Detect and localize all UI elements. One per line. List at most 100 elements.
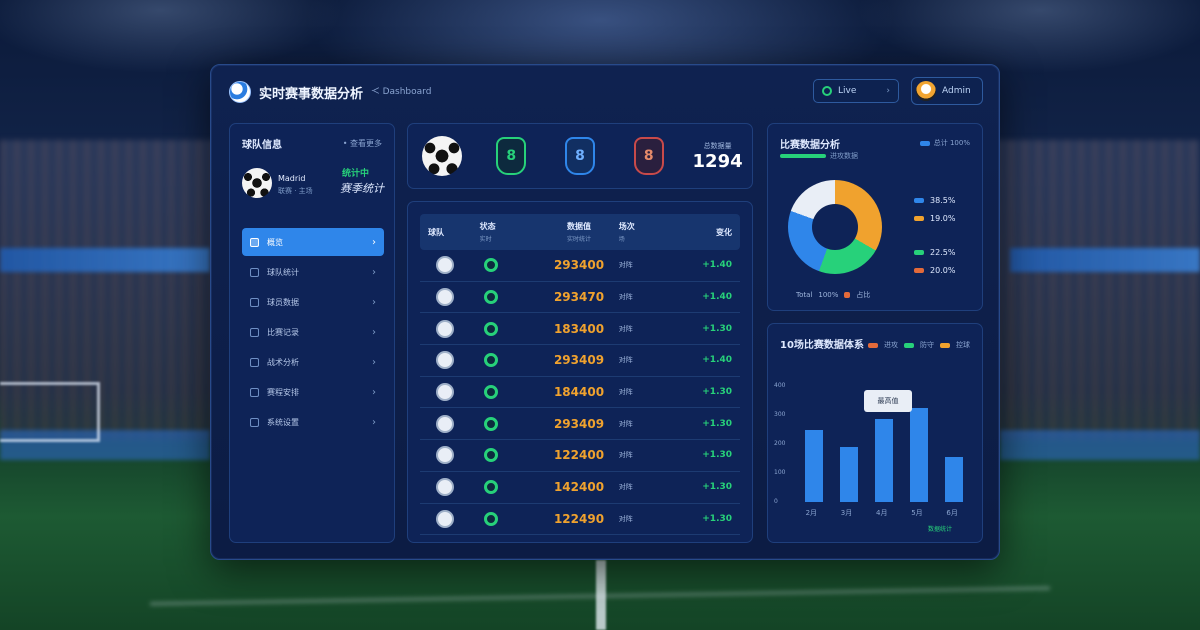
table-row[interactable]: 183400 对阵 +1.30 (420, 313, 740, 346)
users-icon (250, 297, 259, 307)
bar-footer: 数据统计 (928, 526, 953, 533)
meta-cell: 对阵 (618, 514, 633, 523)
sidebar-menu: 概览 › 球队统计 › 球员数据 › 比赛记录 › 战术分析 › (242, 228, 384, 438)
y-tick-label: 300 (774, 411, 786, 418)
chevron-right-icon: › (372, 326, 376, 338)
legend-label: 控球 (956, 341, 970, 349)
chevron-right-icon: › (372, 266, 376, 278)
sidebar-item-matches[interactable]: 比赛记录 › (242, 318, 384, 346)
team-crest-icon (436, 509, 454, 528)
bar[interactable] (910, 407, 929, 502)
legend-item[interactable]: 38.5% (914, 196, 955, 205)
sidebar-item-team-stats[interactable]: 球队统计 › (242, 258, 384, 286)
delta-cell: +1.30 (702, 418, 733, 429)
sidebar-more-link[interactable]: • 查看更多 (342, 139, 382, 148)
value-cell: 293400 (553, 258, 605, 273)
live-button[interactable]: Live › (813, 79, 899, 103)
chevron-right-icon: › (372, 236, 376, 248)
dashboard-window: 实时赛事数据分析 ᑄ Dashboard Live › Admin 球队信息 •… (210, 64, 1000, 560)
meta-cell: 对阵 (618, 388, 633, 397)
donut-footer: Total 100% 占比 (796, 290, 870, 300)
legend-item[interactable]: 22.5% (914, 248, 955, 257)
team-crest-icon (436, 351, 454, 370)
column-sublabel: 实时 (479, 236, 492, 243)
chevron-right-icon: › (372, 296, 376, 308)
value-cell: 122490 (553, 511, 605, 526)
column-header[interactable]: 状态 实时 (480, 221, 540, 243)
live-status-icon (822, 86, 832, 96)
team-crest-icon (436, 383, 454, 402)
team-crest-icon (436, 414, 454, 433)
legend-swatch (914, 250, 924, 255)
status-cell (480, 448, 540, 463)
crowd-left (0, 140, 220, 440)
legend-swatch (940, 342, 950, 348)
kpi-total-value: 1294 (692, 150, 743, 172)
avatar (916, 81, 936, 101)
footer-value: 100% (818, 291, 839, 299)
user-menu[interactable]: Admin (911, 77, 983, 105)
dashboard-icon (250, 237, 259, 247)
sidebar-item-schedule[interactable]: 赛程安排 › (242, 378, 384, 406)
sidebar: 球队信息 • 查看更多 Madrid 联赛 · 主场 统计中 赛季统计 概览 ›… (229, 123, 395, 543)
column-header[interactable]: 球队 (420, 227, 480, 238)
sidebar-item-tactics[interactable]: 战术分析 › (242, 348, 384, 376)
status-icon (483, 511, 498, 526)
kpi-red[interactable]: 8 (614, 124, 683, 188)
sidebar-item-settings[interactable]: 系统设置 › (242, 408, 384, 436)
team-crest-icon (436, 319, 454, 338)
column-header[interactable]: 变化 (688, 227, 740, 238)
sidebar-item-label: 球员数据 (267, 297, 299, 307)
kpi-green[interactable]: 8 (477, 124, 546, 188)
value-cell: 184400 (553, 385, 605, 400)
team-cell (420, 446, 480, 465)
bar[interactable] (804, 429, 823, 502)
chart-icon (250, 267, 259, 277)
column-label: 球队 (428, 227, 444, 237)
column-label: 状态 (479, 222, 496, 231)
bar[interactable] (839, 446, 858, 502)
table-row[interactable]: 184400 对阵 +1.30 (420, 377, 740, 409)
table-row[interactable]: 293409 对阵 +1.40 (420, 345, 740, 377)
sidebar-item-overview[interactable]: 概览 › (242, 228, 384, 256)
column-header[interactable]: 场次场 (619, 221, 689, 243)
chevron-right-icon: › (886, 86, 890, 96)
legend-swatch (914, 268, 924, 273)
ad-band-right (1000, 430, 1200, 460)
status-icon (483, 353, 498, 368)
delta-cell: +1.30 (702, 387, 733, 398)
legend-item[interactable]: 19.0% (914, 214, 955, 223)
legend-label: 19.0% (930, 214, 956, 223)
kpi-total-label: 总数据量 (703, 141, 732, 150)
sidebar-item-label: 球队统计 (267, 267, 299, 277)
column-header[interactable]: 数据值 实时统计 (539, 221, 618, 243)
legend-label: 防守 (920, 341, 934, 349)
table-row[interactable]: 142400 对阵 +1.30 (420, 472, 740, 504)
table-row[interactable]: 293409 对阵 +1.30 (420, 408, 740, 441)
donut-hole (812, 204, 858, 250)
crowd-right (980, 140, 1200, 440)
legend-item[interactable]: 20.0% (914, 266, 955, 275)
x-tick-label: 2月 (805, 509, 818, 517)
table-row[interactable]: 293470 对阵 +1.40 (420, 282, 740, 314)
sidebar-item-players[interactable]: 球员数据 › (242, 288, 384, 316)
status-cell (480, 321, 540, 336)
table-row[interactable]: 122490 对阵 +1.30 (420, 504, 740, 536)
delta-cell: +1.40 (702, 292, 733, 303)
bar[interactable] (875, 419, 893, 502)
status-icon (483, 480, 498, 495)
shield-icon: 8 (564, 137, 595, 175)
kpi-blue[interactable]: 8 (546, 124, 615, 188)
delta-cell: +1.40 (702, 260, 733, 271)
table-row[interactable]: 122400 对阵 +1.30 (420, 440, 740, 472)
column-label: 场次 (618, 222, 635, 231)
y-tick-label: 0 (774, 498, 778, 505)
sidebar-title: 球队信息 (242, 140, 282, 151)
bar[interactable] (945, 457, 964, 502)
logo-icon (229, 81, 251, 103)
legend-label: 20.0% (930, 266, 956, 275)
table-row[interactable]: 293400 对阵 +1.40 (420, 250, 740, 282)
status-cell (480, 416, 540, 431)
bar-panel: 10场比赛数据体系 进攻 防守 控球 400 300 200 100 0 2月 3月 4月 5… (767, 323, 983, 543)
sidebar-item-label: 比赛记录 (267, 327, 299, 337)
